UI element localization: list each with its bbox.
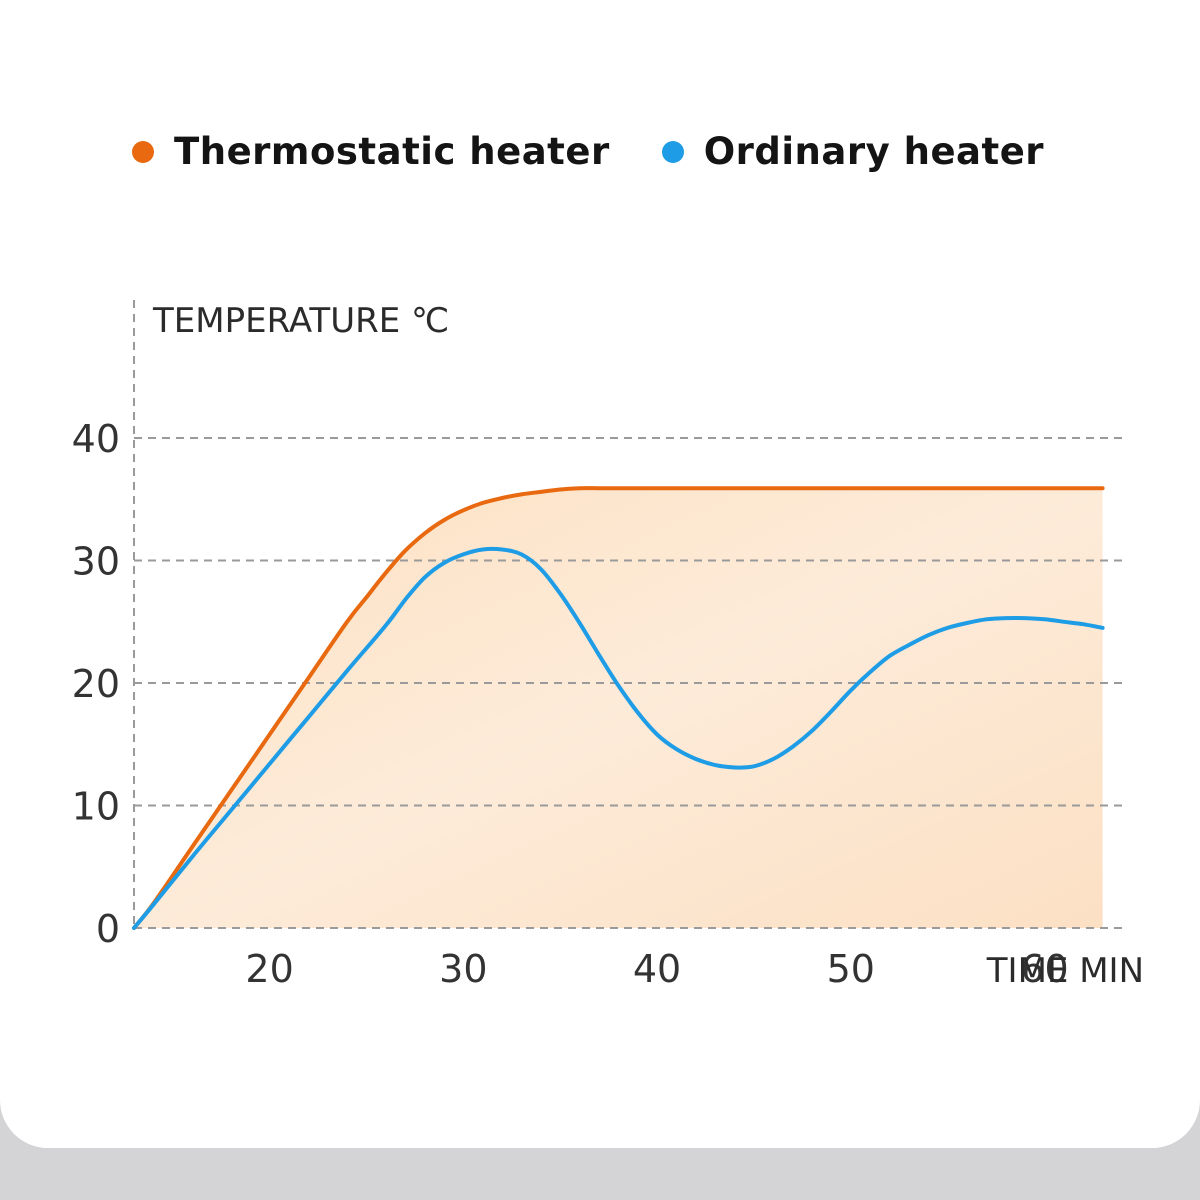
- y-tick-label-0: 0: [96, 907, 120, 951]
- x-axis-title: TIME MIN: [986, 951, 1144, 991]
- y-tick-label-30: 30: [72, 540, 120, 584]
- area-fill-thermostatic: [134, 488, 1103, 928]
- x-tick-label-40: 40: [633, 947, 681, 991]
- series-line-ordinary: [132, 546, 1105, 930]
- x-tick-label-30: 30: [439, 947, 487, 991]
- series-line-thermostatic: [132, 486, 1105, 930]
- chart-legend: Thermostatic heater Ordinary heater: [132, 130, 1044, 173]
- y-tick-label-10: 10: [72, 785, 120, 829]
- legend-item-thermostatic: Thermostatic heater: [132, 130, 610, 173]
- x-tick-label-50: 50: [827, 947, 875, 991]
- x-tick-label-20: 20: [245, 947, 293, 991]
- legend-label-ordinary: Ordinary heater: [703, 130, 1045, 173]
- legend-marker-ordinary: [661, 140, 684, 163]
- x-tick-label-60: 60: [1020, 947, 1068, 991]
- y-axis-title: TEMPERATURE ℃: [152, 301, 449, 341]
- legend-marker-thermostatic: [132, 140, 154, 163]
- y-tick-label-20: 20: [72, 662, 120, 706]
- legend-label-thermostatic: Thermostatic heater: [174, 130, 610, 173]
- temperature-line-chart: 0 10 20 30 40 20 30 40 50 60 TEMPERATURE ℃ TIME MIN: [72, 300, 1144, 991]
- chart-card: Thermostatic heater Ordinary heater 0 10 2…: [0, 0, 1200, 1148]
- legend-item-ordinary: Ordinary heater: [661, 130, 1045, 173]
- y-tick-label-40: 40: [72, 417, 120, 461]
